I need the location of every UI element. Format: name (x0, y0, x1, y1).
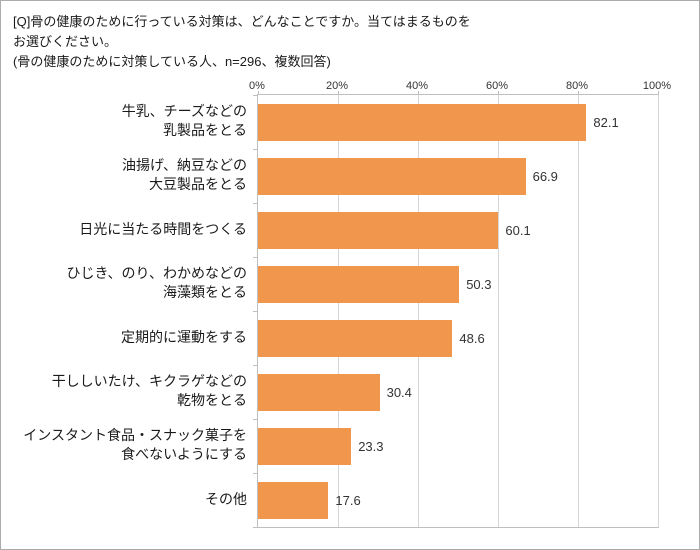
bar-rows: 82.1 66.9 60.1 50.3 48.6 30.4 23.3 17.6 (258, 95, 658, 527)
x-axis-tick-mark (338, 91, 339, 95)
bar-row: 30.4 (258, 365, 658, 419)
category-label: 牛乳、チーズなどの 乳製品をとる (121, 103, 247, 138)
bar-value-label: 50.3 (466, 276, 492, 292)
bar-value-label: 17.6 (335, 492, 361, 508)
x-axis-tick-mark (578, 91, 579, 95)
bar (258, 103, 587, 141)
bar-row: 82.1 (258, 95, 658, 149)
x-axis-tick-mark (658, 91, 659, 95)
bar-value-label: 48.6 (459, 330, 485, 346)
category-label: 干ししいたけ、キクラゲなどの 乾物をとる (51, 373, 247, 408)
category-axis-tick-mark (253, 365, 258, 366)
x-axis-row: 0% 20% 40% 60% 80% 100% (1, 76, 699, 94)
x-axis-tick-mark (258, 91, 259, 95)
category-label: インスタント食品・スナック菓子を 食べないようにする (23, 427, 247, 462)
x-axis-labels: 0% 20% 40% 60% 80% 100% (249, 76, 671, 94)
bar (258, 157, 526, 195)
bar (258, 373, 380, 411)
category-axis-tick-mark (253, 149, 258, 150)
x-axis-tick-label: 60% (485, 80, 509, 92)
bar (258, 427, 352, 465)
bar-value-label: 23.3 (358, 438, 384, 454)
sample-size-note: (骨の健康のために対策している人、n=296、複数回答) (13, 54, 331, 69)
x-axis-tick-label: 20% (325, 80, 349, 92)
horizontal-bar-chart: 0% 20% 40% 60% 80% 100% 牛乳、チーズなどの 乳製品をとる 油揚げ、納豆… (1, 76, 699, 528)
axis-spacer (1, 76, 257, 94)
x-axis-tick-label: 0% (249, 80, 265, 92)
bar-row: 23.3 (258, 419, 658, 473)
bar-value-label: 66.9 (532, 168, 558, 184)
x-axis-tick-label: 40% (405, 80, 429, 92)
chart-body: 牛乳、チーズなどの 乳製品をとる 油揚げ、納豆などの 大豆製品をとる日光に当たる時間を… (1, 91, 699, 528)
bar-row: 66.9 (258, 149, 658, 203)
category-label: ひじき、のり、わかめなどの 海藻類をとる (66, 265, 247, 300)
gridline (578, 95, 579, 527)
category-axis-tick-mark (253, 473, 258, 474)
category-label: 日光に当たる時間をつくる (79, 220, 247, 237)
gridline (658, 95, 659, 527)
bar-row: 48.6 (258, 311, 658, 365)
category-axis-tick-mark (253, 257, 258, 258)
x-axis-tick-label: 100% (642, 80, 672, 92)
x-axis-tick-label: 80% (565, 80, 589, 92)
bar-value-label: 30.4 (386, 384, 412, 400)
question-title-line1: [Q]骨の健康のために行っている対策は、どんなことですか。当てはまるものを (13, 14, 471, 29)
category-axis-tick-mark (253, 527, 258, 528)
category-label: 定期的に運動をする (121, 328, 247, 345)
category-axis-tick-mark (253, 311, 258, 312)
gridlines (258, 95, 659, 527)
gridline (498, 95, 499, 527)
gridline (418, 95, 419, 527)
bar-value-label: 82.1 (593, 114, 619, 130)
category-labels-column: 牛乳、チーズなどの 乳製品をとる 油揚げ、納豆などの 大豆製品をとる日光に当たる時間を… (13, 94, 257, 528)
x-axis-tick-mark (498, 91, 499, 95)
category-label: その他 (205, 490, 247, 507)
gridline (338, 95, 339, 527)
bar-row: 17.6 (258, 473, 658, 527)
category-axis-tick-mark (253, 203, 258, 204)
category-label: 油揚げ、納豆などの 大豆製品をとる (121, 157, 247, 192)
bar (258, 319, 453, 357)
plot-area: 82.1 66.9 60.1 50.3 48.6 30.4 23.3 17.6 (253, 91, 659, 528)
bar (258, 211, 499, 249)
category-axis-tick-mark (253, 419, 258, 420)
bar-row: 60.1 (258, 203, 658, 257)
bar-row: 50.3 (258, 257, 658, 311)
bar (258, 265, 460, 303)
bar (258, 481, 329, 519)
category-axis-tick-mark (253, 95, 258, 96)
question-header: [Q]骨の健康のために行っている対策は、どんなことですか。当てはまるものを お選… (1, 1, 699, 72)
question-title-line2: お選びください。 (13, 34, 118, 49)
x-axis-tick-mark (418, 91, 419, 95)
bar-value-label: 60.1 (505, 222, 531, 238)
